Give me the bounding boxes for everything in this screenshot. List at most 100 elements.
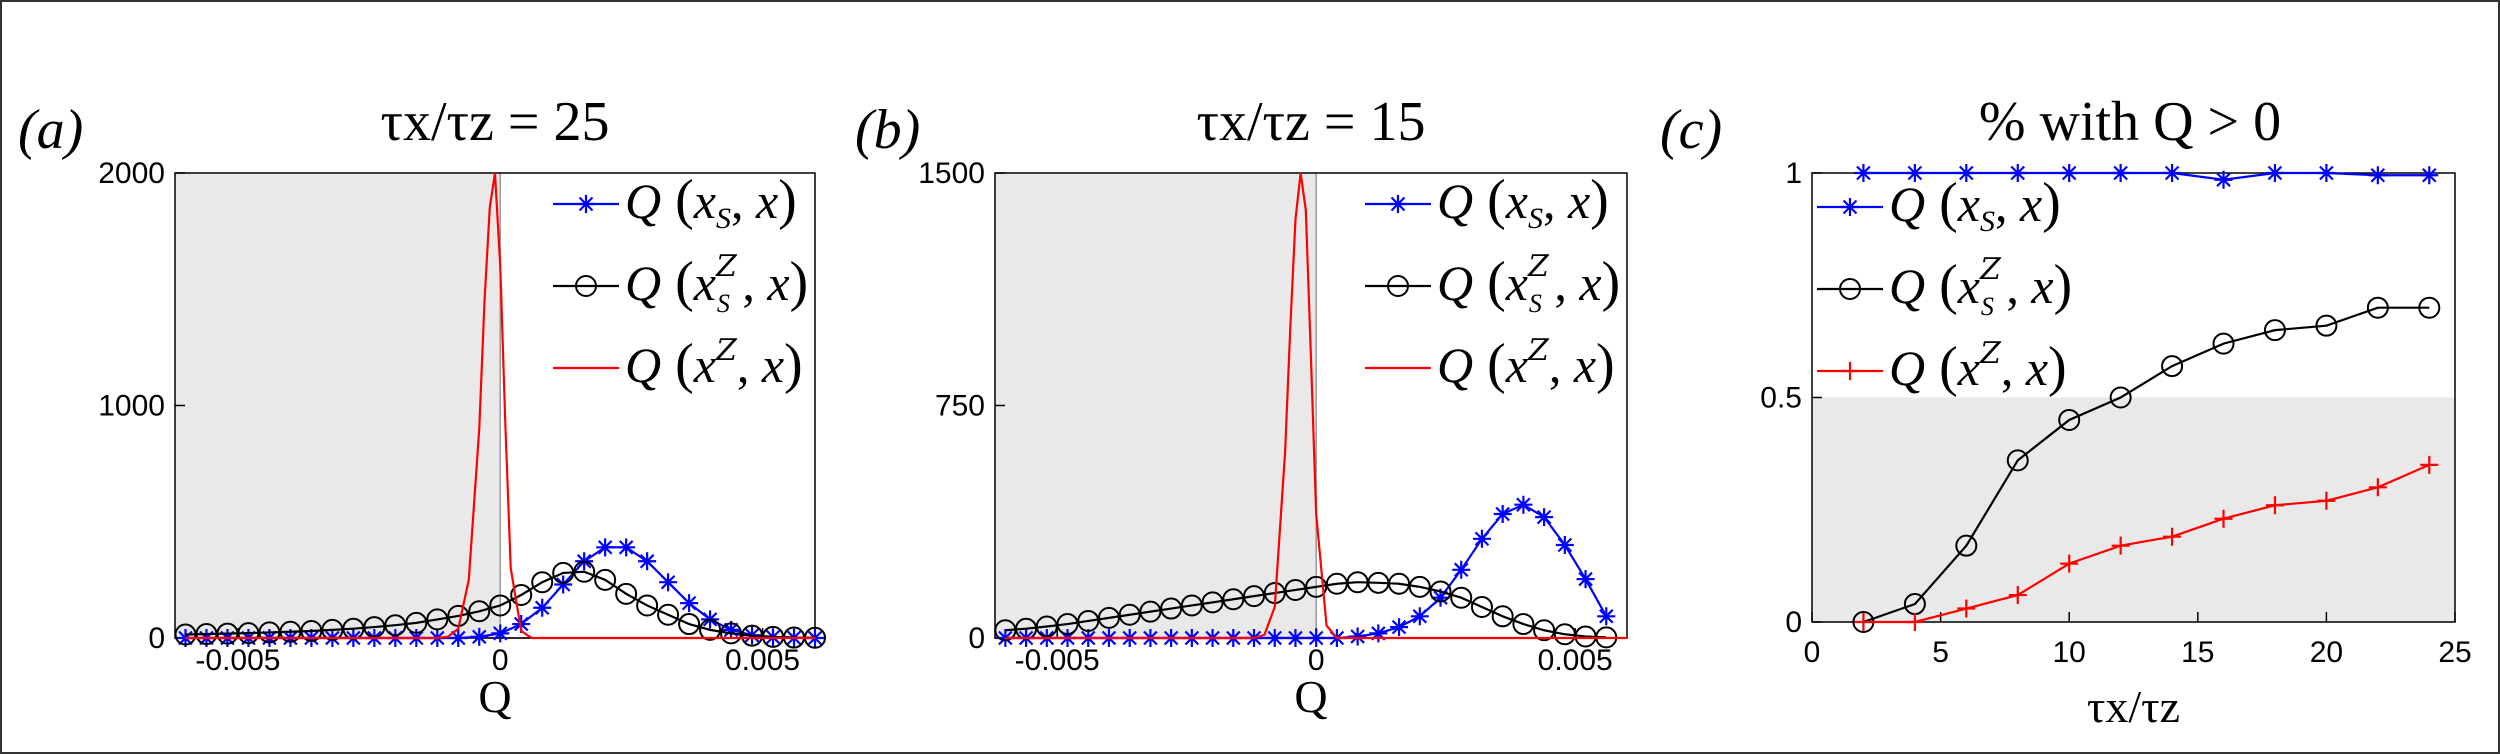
- panel-label: (b): [855, 99, 920, 161]
- star-marker: [2420, 166, 2439, 185]
- circle-marker: [1470, 596, 1493, 618]
- series-line: [185, 570, 816, 639]
- x-tick-label: 15: [2181, 636, 2214, 669]
- legend-label: Q(x^Z, x)Q (xZ, x): [1437, 333, 1615, 395]
- legend-label-part: x: [693, 255, 716, 311]
- legend-label-part: x: [1567, 173, 1590, 229]
- legend-label-part: ,: [730, 255, 768, 311]
- legend-label-part: Z: [1979, 252, 2002, 287]
- plus-marker: [2111, 536, 2130, 555]
- circle-marker: [1139, 600, 1162, 623]
- circle-marker: [1491, 605, 1514, 628]
- legend-label-part: Q: [1889, 340, 1925, 396]
- star-marker: [1957, 164, 1976, 182]
- circle-marker: [575, 275, 597, 297]
- legend-label-part: x: [1957, 258, 1980, 314]
- legend-label-part: S: [1981, 292, 1994, 321]
- legend-label-part: ,: [2001, 340, 2026, 396]
- circle-marker: [1243, 585, 1266, 608]
- x-tick-label: 0.005: [1538, 644, 1613, 677]
- circle-marker: [552, 561, 575, 584]
- circle-marker: [2366, 296, 2389, 319]
- series-line: [185, 172, 815, 640]
- circle-marker: [1450, 586, 1473, 609]
- series-line: [1863, 463, 2430, 624]
- legend-label: Q(x^Z, x)Q (xZ, x): [1889, 336, 2067, 398]
- legend-label-part: ,: [737, 337, 762, 393]
- plus-marker: [1841, 362, 1859, 380]
- x-tick-label: 10: [2053, 636, 2086, 669]
- circle-marker: [594, 568, 617, 591]
- circle-marker: [1305, 575, 1328, 598]
- series-2: [1852, 296, 2441, 633]
- legend-label-part: ): [778, 169, 797, 231]
- x-tick-label: 0: [1804, 636, 1821, 669]
- circle-marker: [279, 620, 302, 643]
- circle-marker: [1408, 575, 1431, 598]
- circle-marker: [1839, 278, 1861, 300]
- x-tick-label: 25: [2438, 636, 2471, 669]
- legend-label-part: x: [1578, 255, 1601, 311]
- legend-label-part: ): [2048, 336, 2067, 398]
- series-3: [185, 172, 815, 640]
- x-axis-label: τx/τz: [2087, 681, 2180, 732]
- circle-marker: [1429, 580, 1452, 603]
- plus-marker: [1957, 599, 1976, 618]
- circle-marker: [258, 621, 281, 644]
- legend-label-part: Z: [715, 249, 738, 284]
- circle-marker: [1533, 619, 1556, 642]
- star-marker: [1841, 198, 1859, 216]
- legend-label-part: (: [661, 251, 694, 313]
- legend-label: Q(xS^Z, x)Q (xZ S , x): [1437, 249, 1620, 318]
- legend-label-part: (: [1925, 172, 1958, 234]
- x-tick-label: 0.005: [725, 644, 800, 677]
- star-marker: [1514, 495, 1533, 514]
- legend: Q(xS, x)Q (xS, x)Q(xS^Z, x)Q (xZ S , x)Q(…: [1817, 172, 2072, 398]
- legend-label: Q(xS^Z, x)Q (xZ S , x): [1889, 252, 2072, 321]
- circle-marker: [1035, 615, 1058, 638]
- circle-marker: [1180, 594, 1203, 617]
- x-tick-label: -0.005: [1015, 644, 1100, 677]
- star-marker: [722, 620, 741, 639]
- legend-label: Q(xS, x)Q (xS, x): [1889, 172, 2061, 238]
- legend-label-part: ): [1590, 169, 1609, 231]
- legend-label-part: ,: [1549, 337, 1574, 393]
- legend-label-part: (: [1925, 254, 1958, 316]
- y-tick-label: 0.5: [1760, 382, 1802, 415]
- legend-label-part: x: [1957, 340, 1980, 396]
- legend-label-part: ): [2054, 254, 2073, 316]
- legend-label-part: x: [1573, 337, 1596, 393]
- y-tick-label: 0: [148, 622, 165, 655]
- legend-label-part: x: [693, 337, 716, 393]
- star-marker: [1389, 195, 1407, 213]
- circle-marker: [2418, 296, 2441, 319]
- legend-label-part: x: [1505, 255, 1528, 311]
- star-marker: [2265, 164, 2284, 182]
- star-marker: [638, 552, 657, 571]
- x-tick-label: 20: [2310, 636, 2343, 669]
- legend-label-part: x: [761, 337, 784, 393]
- star-marker: [1307, 629, 1326, 647]
- star-marker: [491, 624, 510, 643]
- circle-marker: [1097, 606, 1120, 629]
- legend-label: Q(xS^Z, x)Q (xZ S , x): [625, 249, 808, 318]
- legend-label-part: (: [661, 333, 694, 395]
- star-marker: [1452, 560, 1471, 579]
- circle-marker: [573, 560, 596, 583]
- circle-marker: [489, 594, 512, 617]
- circle-marker: [426, 608, 449, 631]
- star-marker: [1493, 505, 1512, 523]
- shaded-region: [995, 173, 1317, 638]
- star-marker: [1535, 508, 1554, 527]
- circle-marker: [1387, 275, 1409, 297]
- y-tick-label: 1000: [98, 390, 165, 423]
- legend-label-part: S: [1980, 205, 1995, 238]
- y-tick-label: 1: [1785, 157, 1802, 190]
- circle-marker: [762, 625, 785, 648]
- legend-label-part: (: [1473, 251, 1506, 313]
- star-marker: [1431, 588, 1450, 607]
- circle-marker: [2058, 408, 2081, 431]
